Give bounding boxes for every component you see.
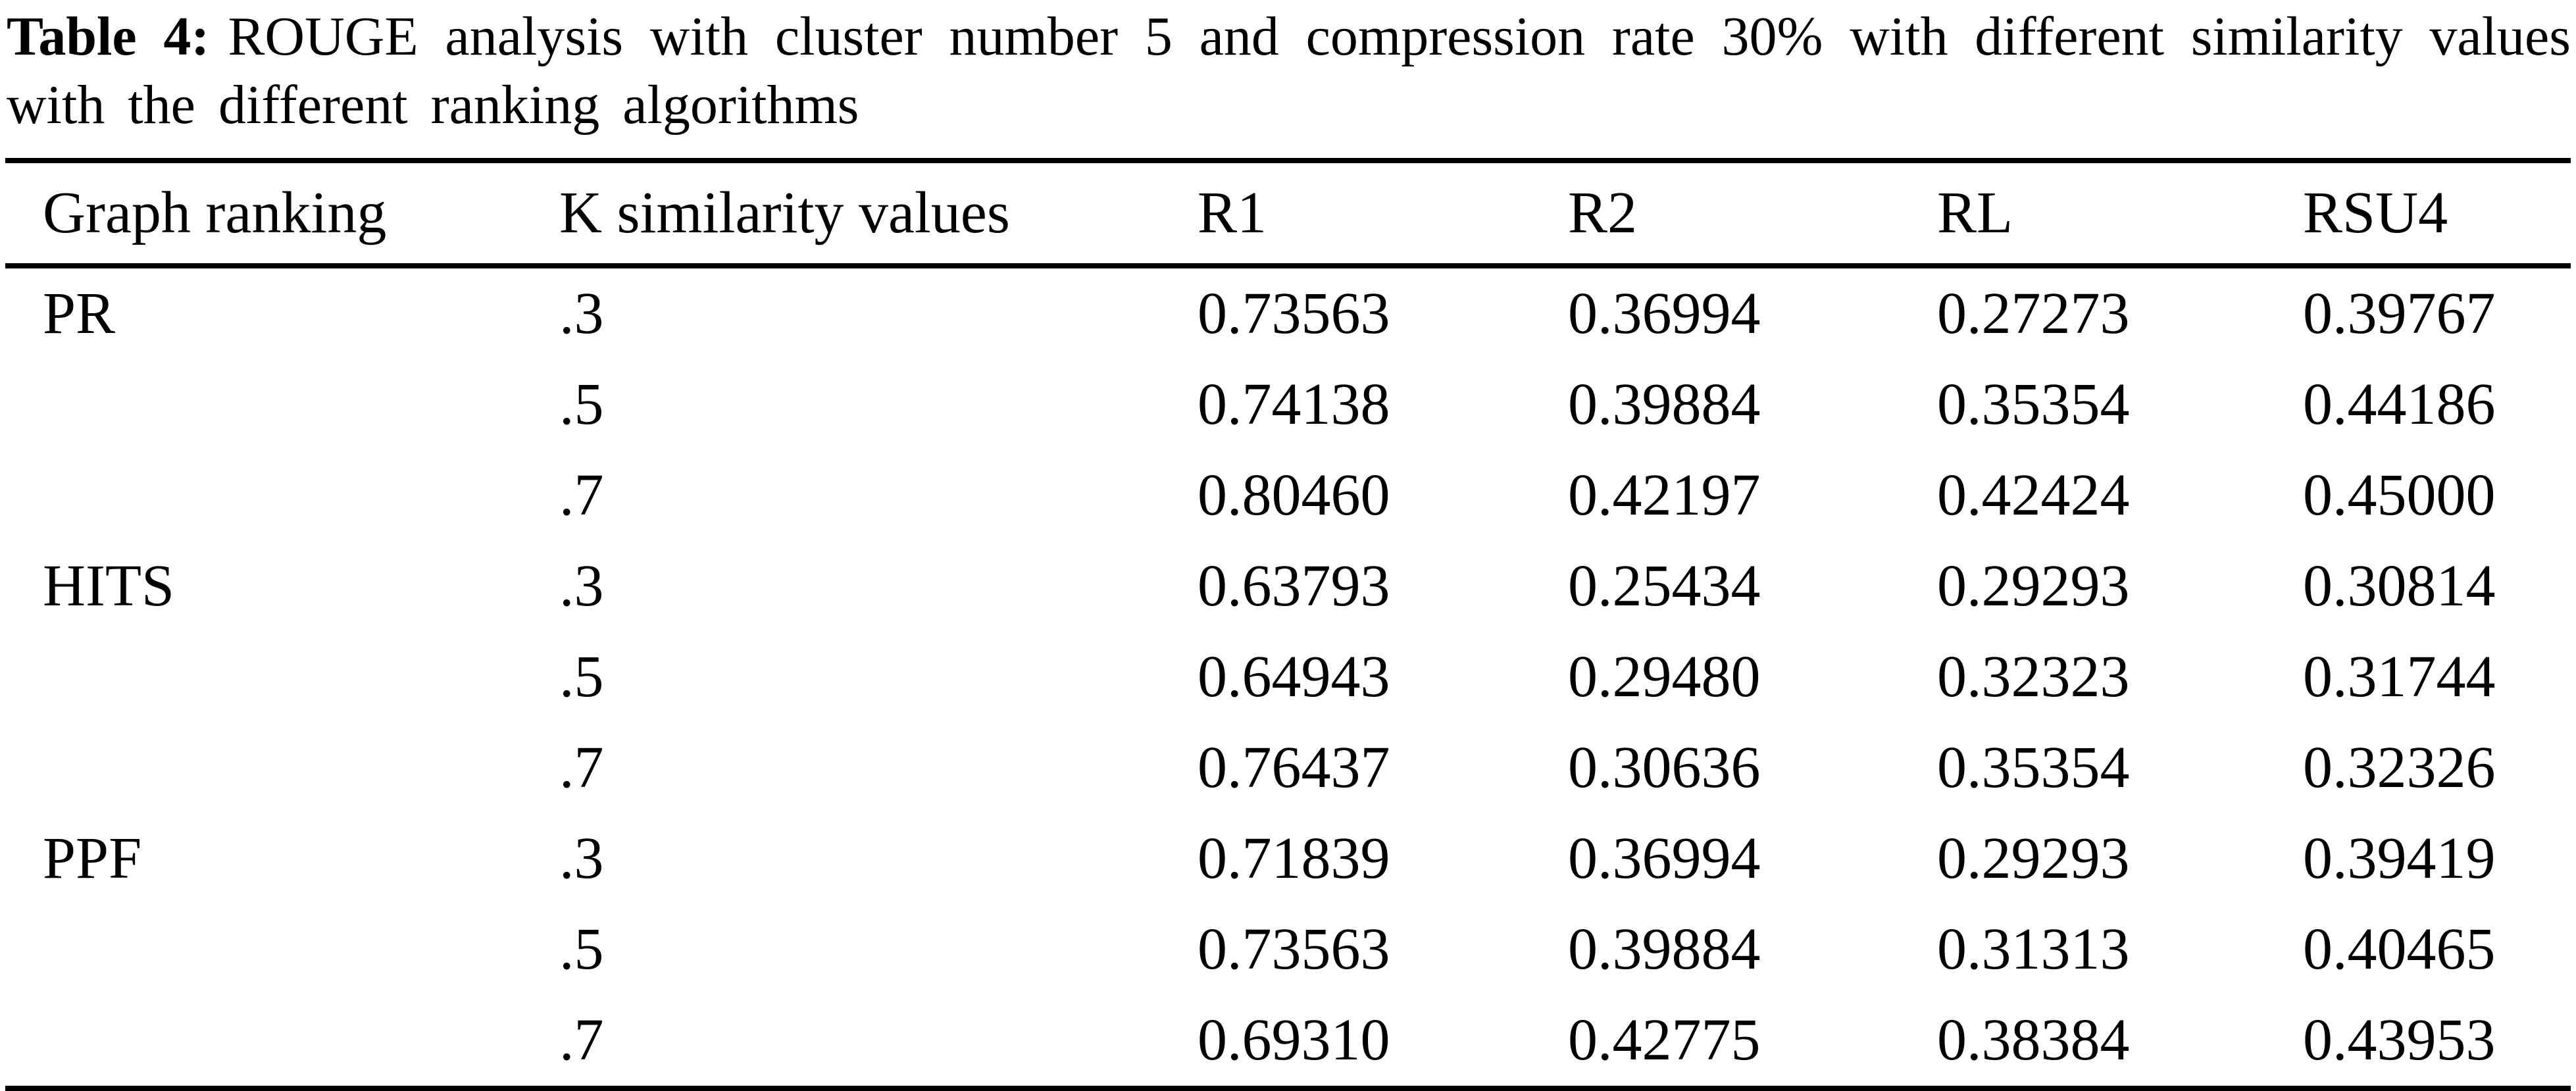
caption-line-2: with the different ranking algorithms bbox=[7, 71, 2571, 140]
cell-r1: 0.73563 bbox=[1198, 917, 1390, 982]
header-cell-r2: R2 bbox=[1568, 180, 1638, 245]
cell-rsu4: 0.44186 bbox=[2303, 372, 2496, 437]
data-table: Graph ranking K similarity values R1 R2 … bbox=[5, 158, 2571, 1091]
cell-k-value: .3 bbox=[559, 553, 604, 619]
caption-text-1: ROUGE analysis with cluster number 5 and… bbox=[228, 6, 2571, 67]
cell-rsu4: 0.30814 bbox=[2303, 553, 2496, 619]
cell-rsu4: 0.43953 bbox=[2303, 1007, 2496, 1073]
cell-r1: 0.74138 bbox=[1198, 372, 1390, 437]
header-cell-k-similarity-values: K similarity values bbox=[559, 180, 1010, 245]
cell-k-value: .5 bbox=[559, 644, 604, 709]
cell-rl: 0.32323 bbox=[1937, 644, 2130, 709]
cell-graph-ranking: PR bbox=[43, 281, 116, 346]
cell-k-value: .7 bbox=[559, 1007, 604, 1073]
cell-rl: 0.29293 bbox=[1937, 826, 2130, 891]
cell-r1: 0.76437 bbox=[1198, 735, 1390, 800]
cell-rl: 0.35354 bbox=[1937, 372, 2130, 437]
header-cell-graph-ranking: Graph ranking bbox=[43, 180, 387, 245]
cell-k-value: .3 bbox=[559, 826, 604, 891]
cell-rl: 0.31313 bbox=[1937, 917, 2130, 982]
table-row: .5 0.74138 0.39884 0.35354 0.44186 bbox=[5, 359, 2571, 450]
cell-r1: 0.80460 bbox=[1198, 463, 1390, 528]
table-row: .7 0.69310 0.42775 0.38384 0.43953 bbox=[5, 995, 2571, 1086]
table-row: PR .3 0.73563 0.36994 0.27273 0.39767 bbox=[5, 268, 2571, 359]
cell-rl: 0.38384 bbox=[1937, 1007, 2130, 1073]
cell-rl: 0.42424 bbox=[1937, 463, 2130, 528]
cell-r2: 0.42197 bbox=[1568, 463, 1761, 528]
header-cell-rl: RL bbox=[1937, 180, 2013, 245]
cell-rsu4: 0.39767 bbox=[2303, 281, 2496, 346]
cell-k-value: .7 bbox=[559, 463, 604, 528]
cell-r2: 0.39884 bbox=[1568, 917, 1761, 982]
table-row: PPF .3 0.71839 0.36994 0.29293 0.39419 bbox=[5, 813, 2571, 904]
cell-rl: 0.27273 bbox=[1937, 281, 2130, 346]
cell-rsu4: 0.32326 bbox=[2303, 735, 2496, 800]
cell-rl: 0.35354 bbox=[1937, 735, 2130, 800]
cell-r2: 0.36994 bbox=[1568, 281, 1761, 346]
table-row: HITS .3 0.63793 0.25434 0.29293 0.30814 bbox=[5, 541, 2571, 632]
caption-line-1: Table 4: ROUGE analysis with cluster numb… bbox=[7, 3, 2571, 71]
cell-graph-ranking: PPF bbox=[43, 826, 142, 891]
table-row: .7 0.76437 0.30636 0.35354 0.32326 bbox=[5, 723, 2571, 813]
cell-r2: 0.39884 bbox=[1568, 372, 1761, 437]
table-row: .5 0.73563 0.39884 0.31313 0.40465 bbox=[5, 904, 2571, 995]
cell-r1: 0.73563 bbox=[1198, 281, 1390, 346]
cell-rl: 0.29293 bbox=[1937, 553, 2130, 619]
cell-rsu4: 0.39419 bbox=[2303, 826, 2496, 891]
cell-rsu4: 0.31744 bbox=[2303, 644, 2496, 709]
table-header-row: Graph ranking K similarity values R1 R2 … bbox=[5, 163, 2571, 268]
cell-r2: 0.30636 bbox=[1568, 735, 1761, 800]
cell-r1: 0.63793 bbox=[1198, 553, 1390, 619]
cell-r2: 0.42775 bbox=[1568, 1007, 1761, 1073]
cell-k-value: .7 bbox=[559, 735, 604, 800]
header-cell-r1: R1 bbox=[1198, 180, 1267, 245]
table-caption: Table 4: ROUGE analysis with cluster numb… bbox=[7, 3, 2571, 140]
cell-rsu4: 0.40465 bbox=[2303, 917, 2496, 982]
caption-text-2: with the different ranking algorithms bbox=[7, 74, 859, 136]
header-cell-rsu4: RSU4 bbox=[2303, 180, 2448, 245]
cell-r1: 0.69310 bbox=[1198, 1007, 1390, 1073]
cell-k-value: .3 bbox=[559, 281, 604, 346]
cell-r2: 0.29480 bbox=[1568, 644, 1761, 709]
cell-rsu4: 0.45000 bbox=[2303, 463, 2496, 528]
cell-r2: 0.36994 bbox=[1568, 826, 1761, 891]
cell-r2: 0.25434 bbox=[1568, 553, 1761, 619]
cell-graph-ranking: HITS bbox=[43, 553, 174, 619]
cell-k-value: .5 bbox=[559, 917, 604, 982]
cell-r1: 0.71839 bbox=[1198, 826, 1390, 891]
table-row: .5 0.64943 0.29480 0.32323 0.31744 bbox=[5, 632, 2571, 723]
caption-label: Table 4: bbox=[7, 6, 210, 67]
table-row: .7 0.80460 0.42197 0.42424 0.45000 bbox=[5, 450, 2571, 541]
cell-r1: 0.64943 bbox=[1198, 644, 1390, 709]
cell-k-value: .5 bbox=[559, 372, 604, 437]
